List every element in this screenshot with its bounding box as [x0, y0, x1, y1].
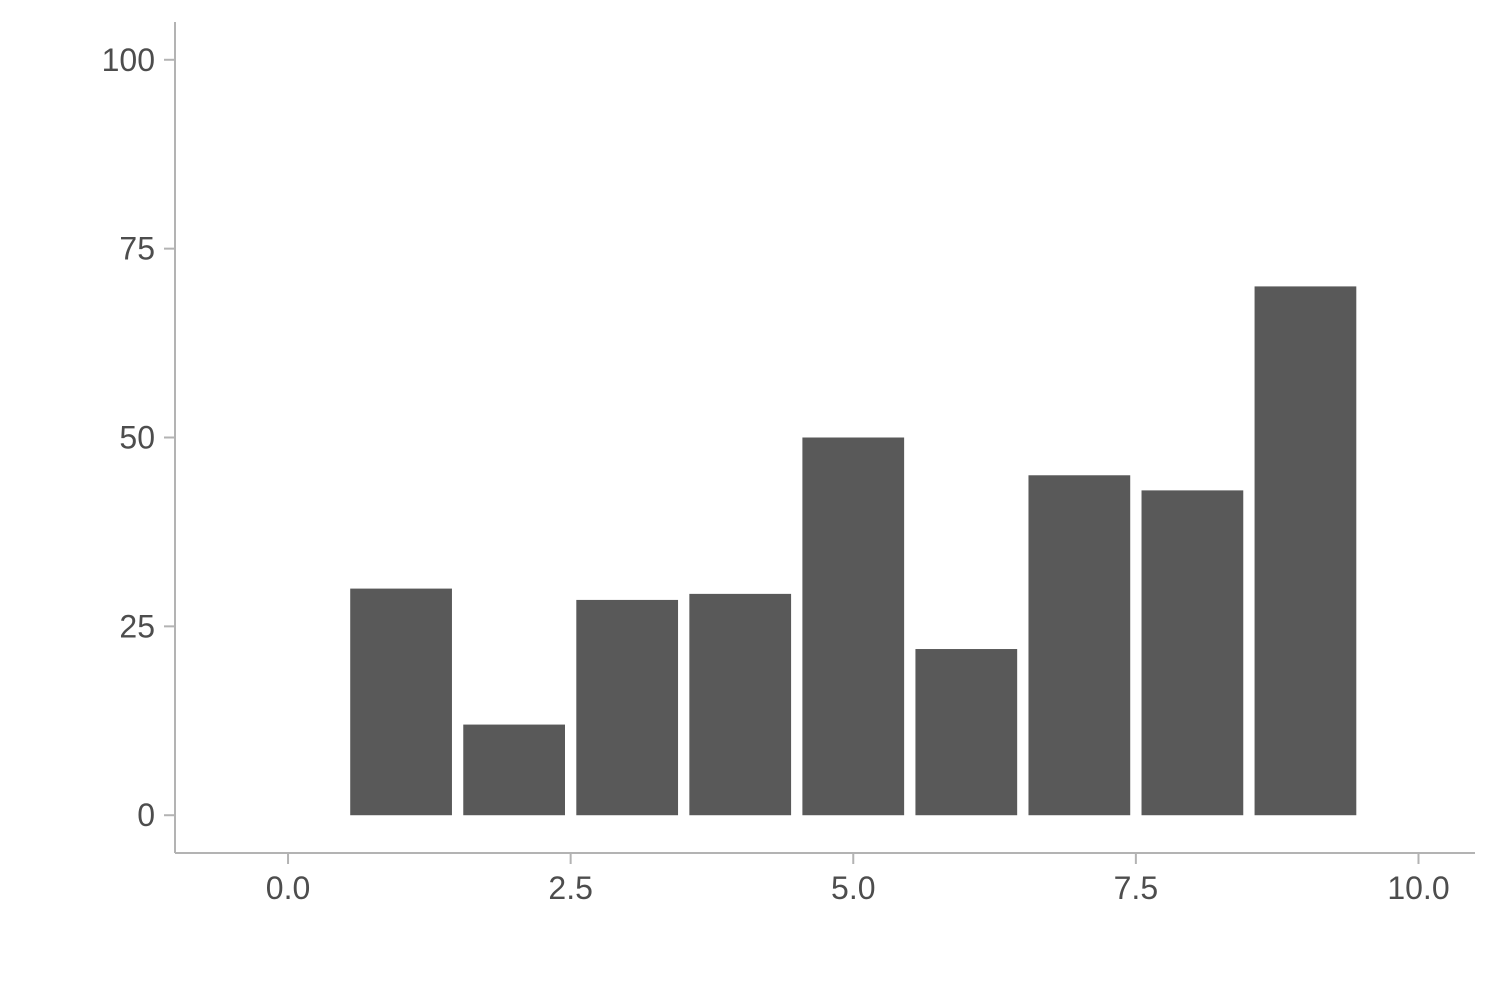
x-tick-label-4: 10.0 — [1387, 870, 1449, 906]
bar-2 — [463, 724, 565, 816]
y-tick-label-0: 0 — [137, 797, 155, 833]
bars-layer — [350, 286, 1357, 816]
y-tick-label-3: 75 — [119, 231, 155, 267]
bar-3 — [576, 599, 679, 816]
y-tick-label-2: 50 — [119, 420, 155, 456]
x-tick-label-1: 2.5 — [548, 870, 592, 906]
bar-8 — [1141, 490, 1244, 816]
bar-5 — [802, 437, 905, 816]
bar-4 — [689, 593, 792, 816]
x-tick-label-2: 5.0 — [831, 870, 875, 906]
bar-1 — [350, 588, 452, 816]
x-tick-label-3: 7.5 — [1114, 870, 1158, 906]
y-tick-label-1: 25 — [119, 608, 155, 644]
bar-7 — [1028, 475, 1131, 816]
x-tick-label-0: 0.0 — [266, 870, 310, 906]
bar-6 — [915, 649, 1018, 816]
axes-layer: 0 25 50 75 100 0.0 2.5 5.0 7.5 10.0 — [102, 22, 1475, 906]
bar-9 — [1254, 286, 1357, 816]
y-tick-label-4: 100 — [102, 42, 155, 78]
